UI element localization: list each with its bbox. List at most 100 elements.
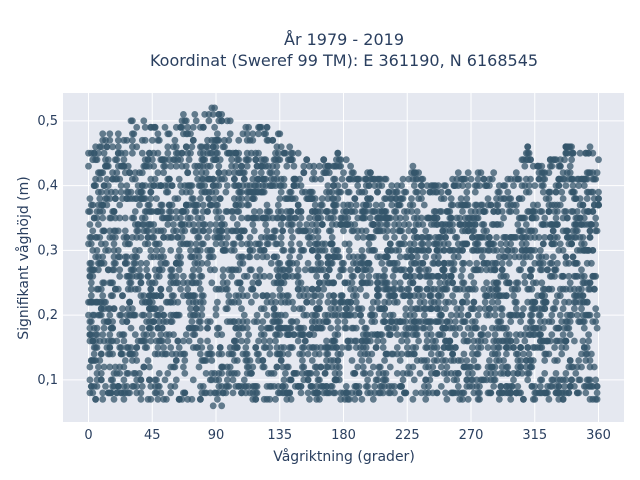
data-point	[419, 188, 427, 196]
data-point	[365, 182, 373, 190]
data-point	[266, 182, 274, 190]
data-point	[473, 182, 481, 190]
data-point	[388, 350, 396, 358]
data-point	[497, 305, 505, 313]
data-point	[582, 350, 590, 358]
data-point	[147, 337, 155, 345]
data-point	[106, 350, 114, 358]
data-point	[206, 389, 214, 397]
data-point	[143, 344, 151, 351]
data-point	[399, 195, 407, 203]
data-point	[265, 370, 272, 377]
data-point	[490, 344, 498, 351]
data-point	[95, 221, 102, 228]
data-point	[314, 227, 322, 235]
data-point	[330, 298, 337, 306]
data-point	[395, 221, 403, 228]
data-point	[559, 227, 567, 235]
data-point	[276, 195, 284, 203]
data-point	[423, 234, 431, 241]
data-point	[507, 208, 515, 215]
data-point	[402, 214, 410, 222]
data-point	[199, 208, 207, 215]
data-point	[512, 234, 520, 241]
data-point	[463, 383, 471, 390]
data-point	[347, 337, 354, 345]
data-point	[405, 227, 413, 235]
data-point	[469, 350, 476, 358]
data-point	[510, 370, 517, 377]
data-point	[265, 208, 272, 215]
data-point	[491, 376, 499, 384]
data-point	[280, 182, 288, 190]
data-point	[469, 234, 476, 241]
data-point	[175, 175, 183, 183]
data-point	[517, 344, 524, 351]
data-point	[582, 383, 590, 390]
data-point	[289, 247, 296, 254]
data-point	[495, 389, 503, 397]
data-point	[427, 344, 435, 351]
data-point	[539, 259, 547, 267]
data-point	[514, 357, 522, 364]
data-point	[522, 221, 530, 228]
data-point	[192, 169, 200, 177]
data-point	[572, 298, 580, 306]
data-point	[333, 201, 340, 209]
data-point	[262, 221, 269, 228]
data-point	[137, 292, 145, 300]
data-point	[260, 395, 268, 403]
data-point	[137, 259, 145, 267]
data-point	[263, 383, 271, 390]
data-point	[389, 227, 397, 235]
data-point	[216, 344, 224, 351]
data-point	[541, 214, 549, 222]
data-point	[289, 149, 296, 157]
data-point	[528, 214, 536, 222]
data-point	[284, 221, 292, 228]
data-point	[124, 305, 132, 313]
data-point	[321, 311, 329, 319]
data-point	[381, 266, 388, 274]
data-point	[495, 337, 503, 345]
data-point	[121, 214, 129, 222]
data-point	[235, 234, 243, 241]
data-point	[545, 395, 553, 403]
data-point	[243, 162, 251, 170]
data-point	[109, 169, 116, 177]
data-point	[393, 201, 401, 209]
data-point	[585, 188, 592, 196]
data-point	[402, 389, 410, 397]
data-point	[205, 188, 213, 196]
data-point	[266, 350, 274, 358]
data-point	[505, 253, 513, 261]
data-point	[206, 201, 214, 209]
data-point	[273, 253, 281, 261]
data-point	[172, 162, 180, 170]
data-point	[265, 324, 272, 332]
data-point	[180, 363, 187, 371]
data-point	[90, 344, 98, 351]
data-point	[416, 285, 424, 293]
data-point	[164, 130, 172, 138]
data-point	[205, 227, 213, 235]
data-point	[500, 214, 507, 222]
data-point	[249, 136, 257, 144]
data-point	[189, 331, 197, 338]
data-point	[524, 143, 532, 151]
data-point	[272, 240, 279, 248]
data-point	[415, 337, 422, 345]
data-point	[238, 195, 245, 203]
data-point	[495, 395, 503, 403]
data-points	[85, 104, 602, 410]
data-point	[422, 363, 430, 371]
data-point	[276, 350, 284, 358]
data-point	[89, 156, 97, 164]
data-point	[232, 383, 240, 390]
data-point	[86, 376, 94, 384]
data-point	[151, 389, 159, 397]
y-axis-ticks: 0,10,20,30,40,5	[37, 114, 58, 388]
data-point	[140, 331, 148, 338]
data-point	[243, 292, 251, 300]
data-point	[469, 285, 476, 293]
